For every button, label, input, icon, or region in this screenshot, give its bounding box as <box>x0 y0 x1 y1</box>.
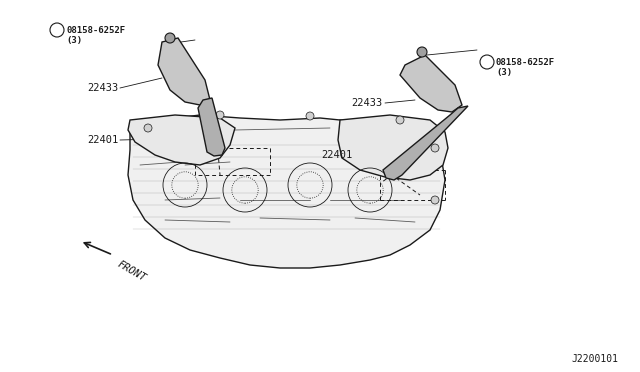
Text: J2200101: J2200101 <box>571 354 618 364</box>
Polygon shape <box>128 115 445 268</box>
Polygon shape <box>198 98 225 156</box>
Text: 22401: 22401 <box>87 135 118 145</box>
Polygon shape <box>338 115 448 180</box>
Text: 22433: 22433 <box>87 83 118 93</box>
Polygon shape <box>158 38 210 105</box>
Circle shape <box>216 111 224 119</box>
Text: 08158-6252F
(3): 08158-6252F (3) <box>66 26 125 45</box>
Text: 22433: 22433 <box>352 98 383 108</box>
Polygon shape <box>383 106 468 180</box>
Circle shape <box>306 112 314 120</box>
Text: FRONT: FRONT <box>116 259 148 283</box>
Circle shape <box>431 196 439 204</box>
Circle shape <box>431 144 439 152</box>
Circle shape <box>417 47 427 57</box>
Circle shape <box>144 124 152 132</box>
Circle shape <box>165 33 175 43</box>
Circle shape <box>396 116 404 124</box>
Text: 22401: 22401 <box>322 150 353 160</box>
Text: 08158-6252F
(3): 08158-6252F (3) <box>496 58 555 77</box>
Polygon shape <box>128 115 235 165</box>
Polygon shape <box>400 55 462 112</box>
